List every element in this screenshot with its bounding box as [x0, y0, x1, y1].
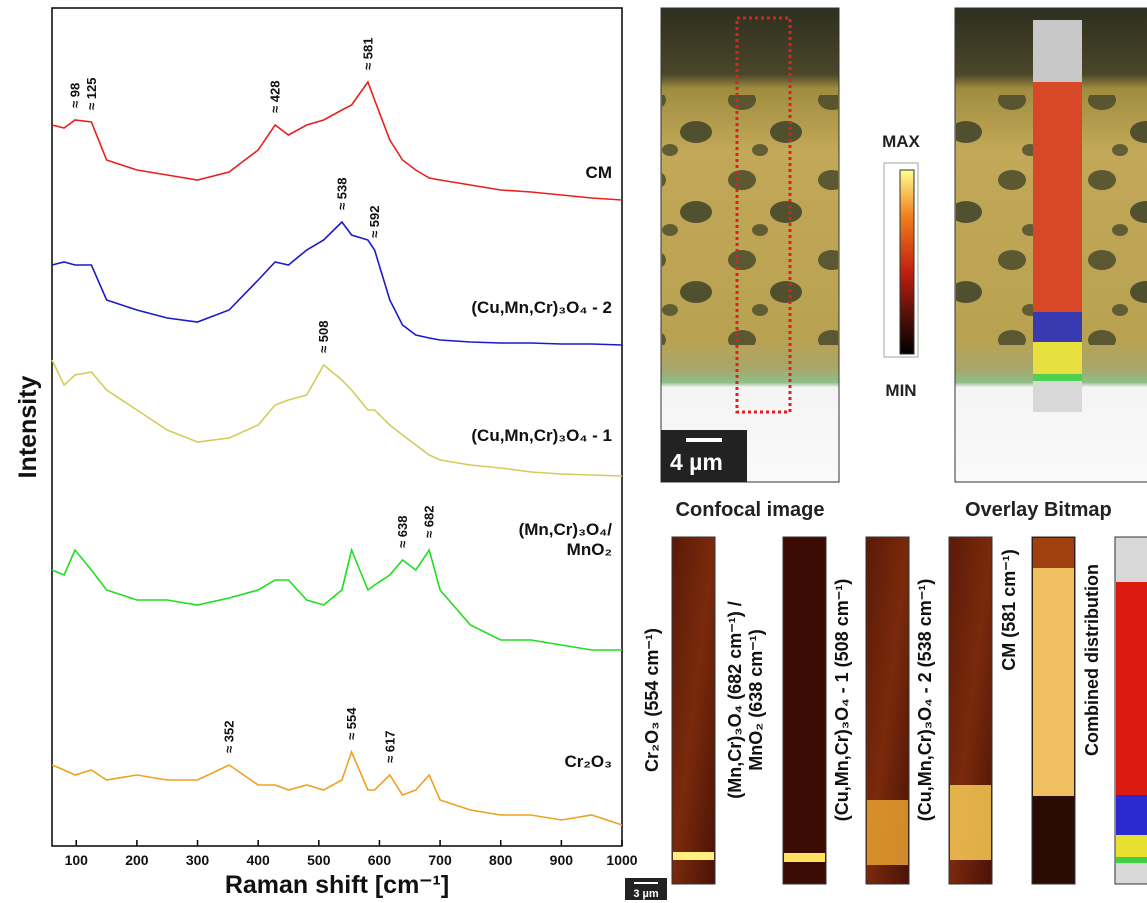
map-highlight	[867, 800, 908, 865]
map-label: CM (581 cm⁻¹)	[999, 549, 1019, 671]
caption: Confocal image	[676, 499, 825, 521]
map-highlight	[1033, 568, 1074, 796]
confocal-image: 4 µm Confocal image	[660, 7, 840, 521]
maps: 3 µm	[625, 536, 1147, 900]
scale-bar-label: 4 µm	[670, 449, 723, 475]
x-tick-label: 500	[307, 852, 331, 868]
series-label: Cr₂O₃	[564, 752, 612, 771]
map-label: (Mn,Cr)₃O₄ (682 cm⁻¹) / MnO₂ (638 cm⁻¹)	[725, 601, 766, 799]
series-label: (Cu,Mn,Cr)₃O₄ - 2	[471, 298, 612, 317]
overlay-strip-blue	[1033, 312, 1082, 342]
map-highlight	[784, 853, 825, 862]
series-label: CM	[585, 163, 612, 182]
overlay-strip-grey	[1033, 20, 1082, 82]
overlay-strip-white	[1033, 381, 1082, 412]
series-label: (Mn,Cr)₃O₄/ MnO₂	[518, 520, 612, 559]
x-tick-label: 800	[489, 852, 513, 868]
x-tick-label: 600	[368, 852, 392, 868]
peak-label: ≈ 592	[367, 206, 382, 238]
map-cr2o3	[671, 536, 716, 885]
x-tick-label: 100	[65, 852, 89, 868]
map-label: (Cu,Mn,Cr)₃O₄ - 2 (538 cm⁻¹)	[915, 578, 935, 822]
map-highlight	[673, 852, 714, 860]
map-combined-green	[1116, 857, 1147, 863]
peak-label: ≈ 638	[395, 516, 410, 548]
peak-label: ≈ 508	[316, 321, 331, 353]
series-label: (Cu,Mn,Cr)₃O₄ - 1	[471, 426, 612, 445]
overlay-strip-green	[1033, 374, 1082, 381]
peak-label: ≈ 581	[360, 38, 375, 70]
peak-label: ≈ 428	[268, 81, 283, 113]
confocal-texture	[662, 95, 838, 345]
scan-region	[735, 16, 792, 414]
map-combined-blue	[1116, 795, 1147, 835]
peak-label: ≈ 125	[84, 78, 99, 110]
x-axis-title: Raman shift [cm⁻¹]	[225, 871, 449, 899]
x-tick-label: 700	[428, 852, 452, 868]
peak-label: ≈ 554	[344, 707, 359, 740]
map-combined-red	[1116, 582, 1147, 795]
x-tick-label: 400	[246, 852, 270, 868]
peak-label: ≈ 98	[68, 83, 83, 108]
spectrum	[51, 359, 623, 477]
x-tick-label: 900	[550, 852, 574, 868]
map-label: Combined distribution	[1082, 564, 1102, 756]
spectrum	[51, 80, 623, 201]
colorbar-min: MIN	[885, 381, 916, 400]
peak-label: ≈ 538	[334, 178, 349, 210]
map-mncr	[782, 536, 827, 885]
peak-label: ≈ 682	[422, 506, 437, 538]
map-label: Cr₂O₃ (554 cm⁻¹)	[642, 628, 662, 772]
x-tick-label: 1000	[606, 852, 637, 868]
y-axis-title: Intensity	[14, 376, 42, 479]
spectrum	[51, 749, 623, 826]
spectrum	[51, 220, 623, 346]
colorbar-max: MAX	[882, 132, 920, 151]
peak-label: ≈ 352	[222, 721, 237, 753]
overlay-image: Overlay Bitmap	[954, 7, 1147, 521]
map-combined-yellow	[1116, 835, 1147, 857]
scale-bar-label: 3 µm	[633, 888, 659, 900]
peak-label: ≈ 617	[382, 731, 397, 763]
x-tick-label: 200	[125, 852, 149, 868]
colorbar-scale	[899, 169, 915, 355]
overlay-strip-red	[1033, 82, 1082, 312]
caption: Overlay Bitmap	[965, 499, 1112, 521]
x-tick-label: 300	[186, 852, 210, 868]
map-highlight	[1033, 538, 1074, 568]
colorbar: MAX MIN	[882, 132, 920, 400]
spectra-chart: 100 200 300 400 500 600 700 800 900 1000 Raman shi…	[14, 7, 638, 899]
overlay-strip-yellow	[1033, 342, 1082, 374]
map-highlight	[950, 785, 991, 860]
spectrum	[51, 547, 622, 651]
plot-frame	[51, 7, 623, 847]
map-label: (Cu,Mn,Cr)₃O₄ - 1 (508 cm⁻¹)	[832, 578, 852, 822]
